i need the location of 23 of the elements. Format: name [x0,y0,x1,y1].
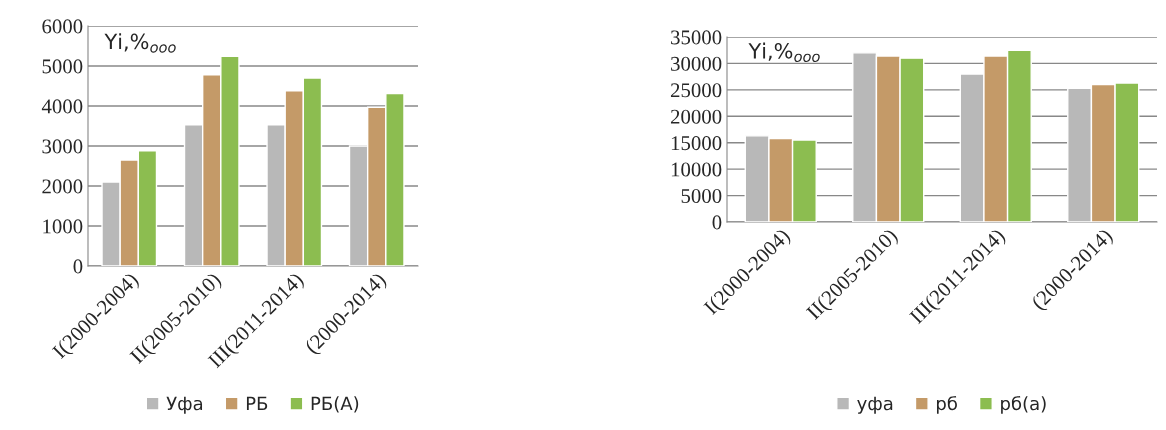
legend-label: уфа [857,396,893,414]
y-tick-label: 6000 [42,19,83,34]
y-tick-label: 0 [73,259,83,274]
legend-label: РБ [246,396,268,410]
y-tick-label: 5000 [42,59,83,74]
legend-label: РБ(А) [311,396,359,413]
y-tick-label: 30000 [671,56,722,71]
y-tick-label: 15000 [671,136,722,151]
y-tick-label: 35000 [671,30,722,45]
y-tick-label: 2000 [42,179,83,194]
annotation: Yi,%$_{ooo}$ [748,42,820,62]
y-tick-label: 20000 [670,109,722,124]
annotation: Yi,%$_{ooo}$ [104,33,176,53]
legend-label: Уфа [166,396,203,414]
y-tick-label: 10000 [671,162,722,177]
y-tick-label: 0 [712,215,722,230]
y-tick-label: 5000 [681,188,722,203]
y-tick-label: 1000 [43,219,83,234]
legend-label: рб [936,395,957,414]
legend-label: рб(а) [1001,395,1046,414]
y-tick-label: 3000 [42,139,83,154]
y-tick-label: 4000 [41,99,83,114]
y-tick-label: 25000 [670,83,722,98]
